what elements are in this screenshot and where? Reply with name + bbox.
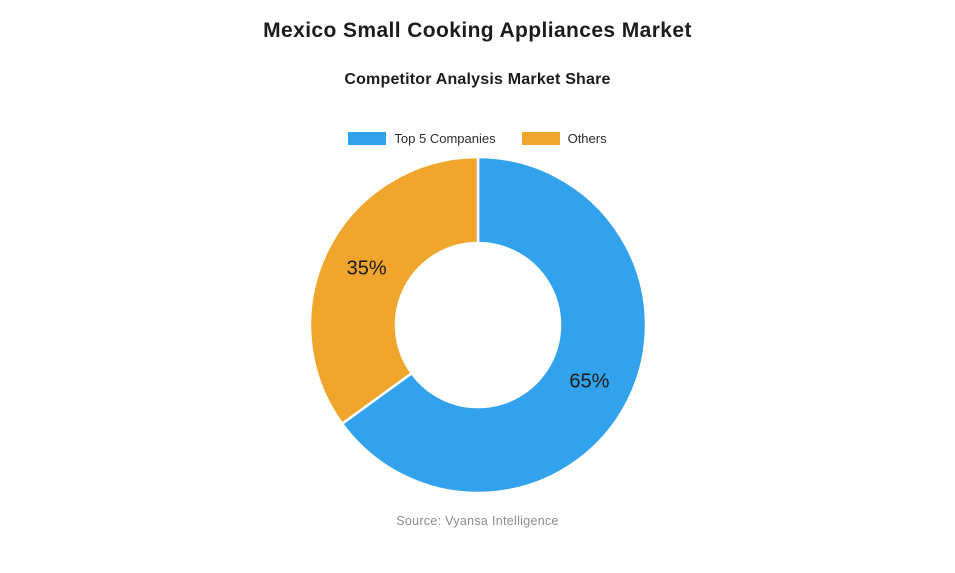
- legend-label-others: Others: [567, 131, 607, 146]
- donut-chart: 65% 35%: [308, 155, 648, 495]
- source-attribution: Source: Vyansa Intelligence: [396, 514, 559, 528]
- donut-slice-0[interactable]: [340, 155, 648, 495]
- donut-slice-1[interactable]: [308, 155, 480, 425]
- legend: Top 5 Companies Others: [0, 131, 955, 146]
- legend-label-top5: Top 5 Companies: [394, 131, 496, 146]
- donut-chart-area: 65% 35%: [288, 135, 668, 515]
- legend-swatch-top5-icon: [348, 132, 387, 145]
- chart-title: Mexico Small Cooking Appliances Market: [263, 19, 692, 42]
- slice-label-1: 35%: [347, 257, 387, 279]
- legend-item-others[interactable]: Others: [521, 131, 607, 146]
- legend-item-top5[interactable]: Top 5 Companies: [348, 131, 496, 146]
- chart-subtitle: Competitor Analysis Market Share: [344, 71, 611, 88]
- slice-label-0: 65%: [569, 371, 609, 393]
- legend-swatch-others-icon: [521, 132, 560, 145]
